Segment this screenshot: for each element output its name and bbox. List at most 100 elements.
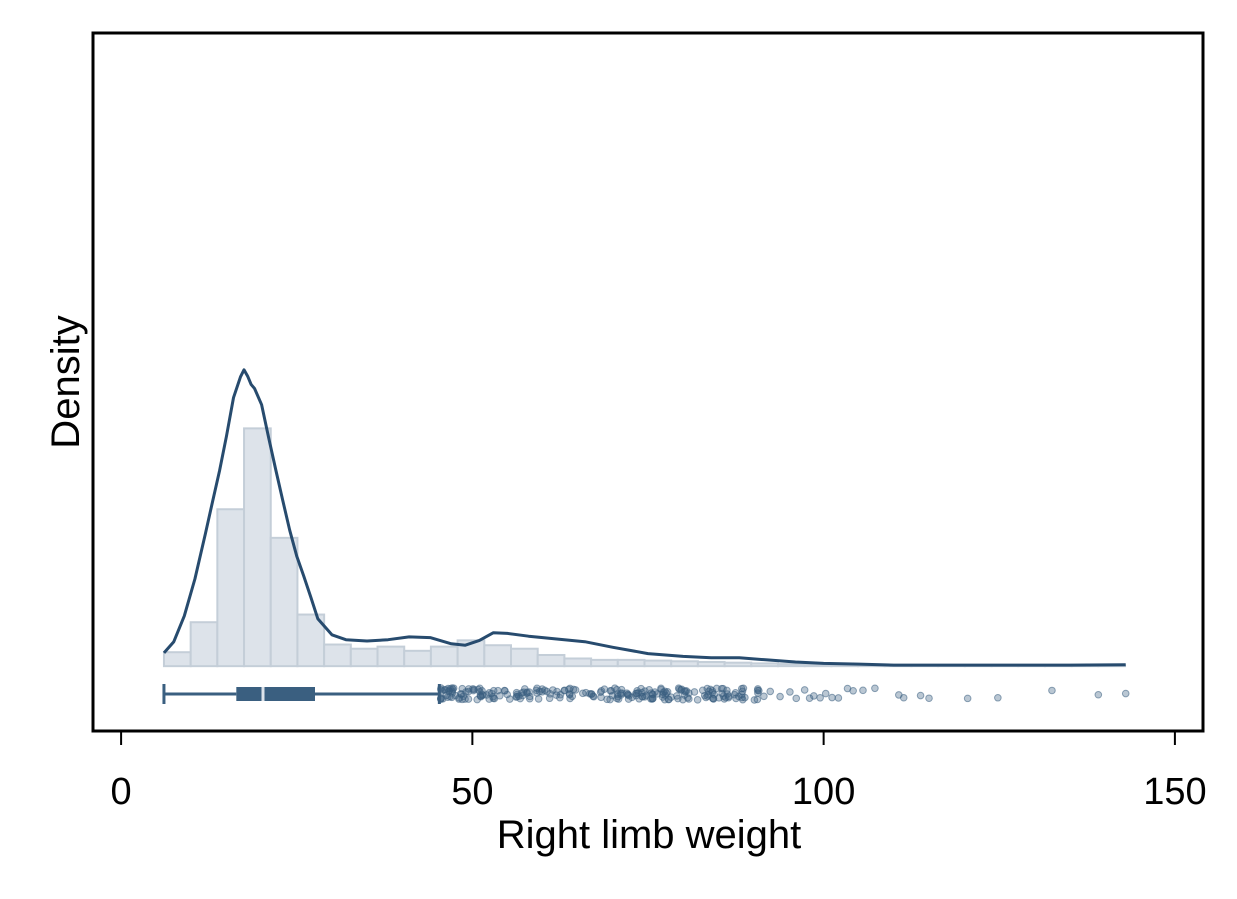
histogram-bar: [483, 644, 513, 668]
outlier-point: [821, 689, 830, 698]
outlier-point: [490, 694, 499, 703]
outlier-point: [683, 693, 692, 702]
outlier-point: [715, 694, 723, 702]
histogram-bar: [296, 613, 326, 668]
outlier-point: [566, 694, 574, 703]
outlier-point: [556, 693, 564, 702]
outlier-point: [464, 695, 473, 703]
outlier-point: [703, 692, 712, 700]
outlier-point: [553, 687, 561, 696]
outlier-point: [546, 690, 554, 698]
outlier-point: [809, 692, 818, 700]
y-axis-title: Density: [44, 315, 88, 448]
outlier-point: [786, 688, 794, 696]
x-axis-title: Right limb weight: [497, 813, 802, 857]
outlier-point: [446, 692, 454, 701]
outlier-point: [446, 685, 454, 693]
histogram-bar: [723, 661, 753, 668]
x-tick-label: 150: [1143, 771, 1206, 813]
histogram-bar: [590, 658, 619, 668]
outlier-point: [525, 694, 534, 703]
outlier-point: [635, 694, 643, 703]
outlier-point: [501, 687, 509, 695]
outlier-point: [674, 684, 683, 692]
outlier-point: [1094, 690, 1103, 699]
outlier-point: [600, 685, 609, 694]
outlier-point: [1048, 686, 1056, 695]
x-axis: 0 50 100 150: [111, 731, 1207, 813]
outlier-point: [871, 684, 879, 693]
histogram-bars: [162, 427, 1127, 668]
histogram-bar: [616, 658, 646, 668]
x-tick-label: 0: [111, 771, 132, 813]
outlier-point: [625, 691, 633, 700]
histogram-bar: [243, 427, 272, 668]
outlier-point: [437, 694, 445, 702]
outlier-point: [660, 695, 669, 704]
outlier-point: [440, 686, 449, 694]
histogram-bar: [696, 660, 726, 668]
outlier-point: [534, 695, 543, 703]
x-tick-label: 100: [792, 771, 855, 813]
outlier-point: [690, 688, 699, 696]
histogram-bar: [776, 663, 806, 668]
outlier-point: [606, 695, 614, 704]
histogram-bar: [349, 647, 379, 668]
outlier-point: [638, 688, 646, 697]
histogram-bar: [536, 653, 566, 668]
outlier-point: [849, 686, 857, 695]
outlier-point: [482, 691, 491, 699]
histogram-bar: [216, 508, 246, 668]
outlier-point: [717, 684, 726, 693]
histogram-bar: [403, 649, 432, 668]
outlier-point: [533, 684, 541, 693]
outlier-point: [582, 688, 590, 697]
outlier-point: [512, 692, 521, 701]
outlier-point: [703, 684, 712, 693]
outlier-point: [899, 693, 908, 702]
outlier-point: [597, 693, 605, 702]
outlier-point: [451, 691, 460, 700]
histogram-bar: [189, 621, 219, 668]
outlier-point: [489, 686, 498, 695]
outlier-point: [753, 686, 762, 695]
histogram-bar: [750, 662, 779, 668]
outlier-point: [750, 696, 759, 704]
outlier-point: [760, 692, 768, 701]
outlier-point: [925, 694, 933, 703]
outlier-point: [616, 689, 625, 697]
density-curve: [162, 368, 1126, 667]
outlier-point: [458, 684, 467, 693]
histogram-bar: [323, 643, 352, 668]
histogram-bar: [670, 660, 699, 668]
outlier-point: [663, 688, 672, 696]
outlier-point: [834, 694, 843, 702]
outlier-point: [458, 695, 467, 704]
histogram-bar: [563, 657, 593, 668]
plot-frame: [91, 31, 1205, 733]
outlier-point: [732, 694, 740, 703]
histogram-bar: [269, 536, 299, 668]
outlier-point: [519, 688, 528, 696]
histogram-bar: [643, 659, 673, 668]
histogram-bar: [429, 645, 459, 668]
outlier-point: [642, 691, 650, 700]
outlier-point: [723, 690, 732, 698]
outlier-point: [475, 684, 484, 693]
outlier-point: [828, 693, 836, 702]
outlier-point: [859, 686, 867, 695]
box-iqr: [236, 687, 315, 701]
outlier-point: [693, 696, 702, 704]
outlier-point: [738, 687, 747, 696]
boxplot: [162, 684, 1130, 704]
outlier-point: [916, 691, 925, 700]
outlier-point: [805, 694, 814, 702]
outlier-point: [673, 692, 681, 700]
outlier-point: [963, 694, 972, 703]
outlier-point: [470, 685, 478, 694]
outlier-point: [564, 685, 573, 694]
outlier-point: [816, 693, 824, 702]
outlier-point: [792, 694, 801, 703]
x-tick-label: 50: [451, 771, 493, 813]
histogram-bar: [510, 647, 539, 668]
